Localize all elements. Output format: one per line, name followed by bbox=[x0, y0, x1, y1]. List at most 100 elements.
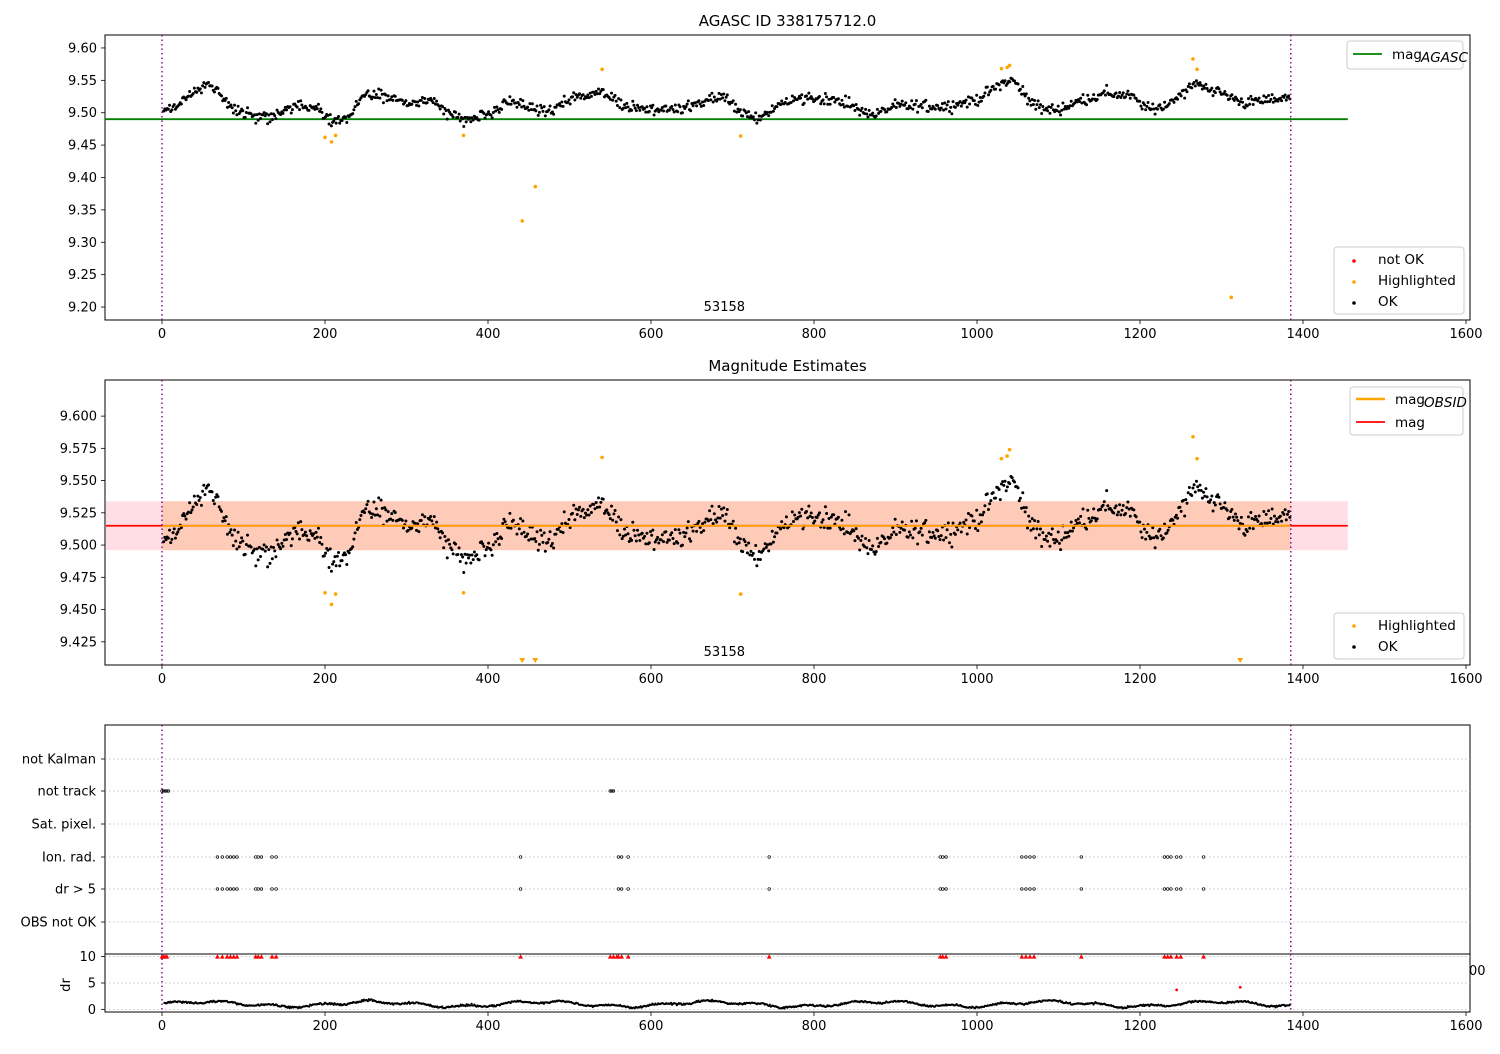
ok-point bbox=[956, 103, 960, 107]
ok-point bbox=[444, 109, 448, 113]
ok-point bbox=[1183, 514, 1187, 518]
y-tick-label: 10 bbox=[79, 950, 96, 965]
ok-point bbox=[352, 108, 356, 112]
ok-point bbox=[859, 539, 863, 543]
ok-point bbox=[1005, 82, 1009, 86]
ok-point bbox=[249, 545, 253, 549]
ok-point bbox=[891, 526, 895, 530]
ok-point bbox=[519, 97, 523, 101]
ok-point bbox=[1151, 102, 1155, 106]
highlighted-point bbox=[1005, 454, 1009, 458]
ok-point bbox=[237, 545, 241, 549]
ok-point bbox=[295, 532, 299, 536]
ok-point bbox=[170, 537, 174, 541]
ok-point bbox=[495, 532, 499, 536]
ok-point bbox=[572, 91, 576, 95]
ok-point bbox=[1124, 95, 1128, 99]
ok-point bbox=[257, 112, 261, 116]
ok-point bbox=[179, 526, 183, 530]
ok-point bbox=[315, 535, 319, 539]
ok-point bbox=[709, 98, 713, 102]
ok-point bbox=[1016, 486, 1020, 490]
ok-point bbox=[228, 530, 232, 534]
ok-point bbox=[1079, 514, 1083, 518]
ok-point bbox=[1190, 494, 1194, 498]
ok-point bbox=[828, 526, 832, 530]
ok-point bbox=[749, 549, 753, 553]
ok-point bbox=[728, 526, 732, 530]
highlighted-point bbox=[323, 590, 327, 595]
ok-point bbox=[717, 91, 721, 95]
ok-point bbox=[344, 116, 348, 120]
ok-point bbox=[1209, 498, 1213, 502]
flag-category-label: not Kalman bbox=[22, 753, 96, 768]
ok-point bbox=[610, 91, 614, 95]
ok-point bbox=[640, 531, 644, 535]
ok-point bbox=[470, 116, 474, 120]
dr-clipped-marker bbox=[766, 954, 772, 959]
ok-point bbox=[829, 515, 833, 519]
dr-point bbox=[1068, 1001, 1072, 1004]
ok-point bbox=[958, 521, 962, 525]
ok-point bbox=[1259, 521, 1263, 525]
obsid-label: 53158 bbox=[704, 645, 745, 660]
ok-point bbox=[839, 103, 843, 107]
ok-point bbox=[537, 542, 541, 546]
highlighted-point bbox=[738, 134, 743, 138]
ok-point bbox=[852, 104, 856, 108]
ok-point bbox=[224, 515, 228, 519]
ok-point bbox=[1004, 489, 1008, 493]
ok-point bbox=[800, 93, 804, 97]
ok-point bbox=[623, 103, 627, 107]
ok-point bbox=[1263, 521, 1267, 525]
ok-point bbox=[431, 101, 435, 105]
ok-point bbox=[386, 510, 390, 514]
ok-point bbox=[169, 541, 173, 545]
legend-agasc-label: mag bbox=[1392, 47, 1422, 63]
ok-point bbox=[592, 502, 596, 506]
ok-point bbox=[1278, 514, 1282, 518]
ok-point bbox=[406, 528, 410, 532]
ok-point bbox=[977, 100, 981, 104]
flag-point bbox=[1179, 855, 1183, 859]
ok-point bbox=[1159, 534, 1163, 538]
ok-point bbox=[867, 108, 871, 112]
ok-point bbox=[982, 94, 986, 98]
ok-point bbox=[1059, 548, 1063, 552]
ok-point bbox=[1038, 103, 1042, 107]
ok-point bbox=[1081, 93, 1085, 97]
ok-point bbox=[1044, 534, 1048, 538]
ok-point bbox=[527, 538, 531, 542]
ok-point bbox=[196, 494, 200, 498]
ok-point bbox=[684, 105, 688, 109]
x-tick-label: 200 bbox=[313, 1019, 338, 1034]
ok-point bbox=[363, 511, 367, 515]
ok-point bbox=[268, 120, 272, 124]
flag-point bbox=[259, 855, 264, 859]
ok-point bbox=[254, 564, 258, 568]
ok-point bbox=[501, 521, 505, 525]
highlighted-point bbox=[738, 592, 743, 596]
ok-point bbox=[865, 546, 869, 550]
ok-point bbox=[706, 519, 710, 523]
ok-point bbox=[684, 531, 688, 535]
ok-point bbox=[1205, 87, 1209, 91]
ok-point bbox=[188, 501, 192, 505]
ok-point bbox=[172, 527, 176, 531]
ok-point bbox=[1118, 90, 1122, 94]
ok-point bbox=[644, 542, 648, 546]
ok-point bbox=[1262, 510, 1266, 514]
ok-point bbox=[413, 521, 417, 525]
ok-point bbox=[493, 532, 497, 536]
ok-point bbox=[376, 513, 380, 517]
ok-point bbox=[353, 531, 357, 535]
flag-point bbox=[1201, 855, 1206, 859]
ok-point bbox=[755, 564, 759, 568]
ok-point bbox=[1284, 518, 1288, 522]
ok-point bbox=[1033, 519, 1037, 523]
ok-point bbox=[722, 92, 726, 96]
ok-point bbox=[168, 103, 172, 107]
dr-clipped-marker bbox=[518, 954, 523, 959]
ok-point bbox=[322, 554, 326, 558]
ok-point bbox=[738, 108, 742, 112]
